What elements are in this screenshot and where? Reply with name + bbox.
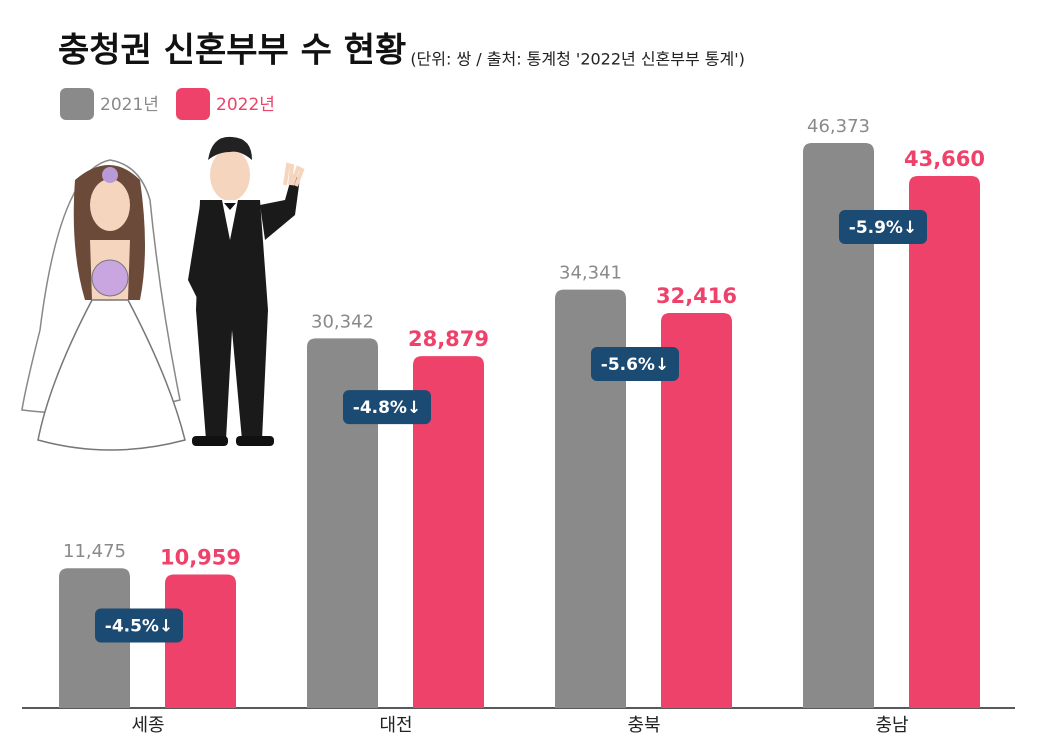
value-label: 30,342 xyxy=(311,311,374,332)
change-badge xyxy=(95,608,183,643)
bar xyxy=(909,176,980,708)
x-tick-label: 충북 xyxy=(627,715,660,736)
legend-label: 2022년 xyxy=(216,95,275,115)
bar xyxy=(307,338,378,708)
bar xyxy=(555,289,626,708)
value-label: 46,373 xyxy=(807,116,870,137)
legend-swatch xyxy=(60,88,94,120)
change-label: -4.8%↓ xyxy=(353,398,421,418)
change-badge xyxy=(839,210,927,245)
change-label: -5.9%↓ xyxy=(849,218,917,238)
value-label: 34,341 xyxy=(559,263,622,284)
change-badge xyxy=(343,390,431,425)
legend-label: 2021년 xyxy=(100,95,159,115)
x-tick-label: 충남 xyxy=(875,715,908,736)
x-tick-label: 대전 xyxy=(379,715,412,736)
x-tick-label: 세종 xyxy=(131,715,164,736)
bar xyxy=(165,574,236,708)
illustration xyxy=(21,136,305,451)
value-label: 28,879 xyxy=(408,327,489,351)
change-label: -4.5%↓ xyxy=(105,616,173,636)
bar xyxy=(661,313,732,708)
legend-swatch xyxy=(176,88,210,120)
value-label: 11,475 xyxy=(63,541,126,562)
change-badge xyxy=(591,347,679,382)
bar xyxy=(59,568,130,708)
chart-subtitle: (단위: 쌍 / 출처: 통계청 '2022년 신혼부부 통계') xyxy=(410,50,745,69)
value-label: 10,959 xyxy=(160,545,241,569)
bar xyxy=(803,143,874,708)
change-label: -5.6%↓ xyxy=(601,355,669,375)
bar xyxy=(413,356,484,708)
value-label: 43,660 xyxy=(904,147,985,171)
chart-title: 충청권 신혼부부 수 현황 xyxy=(58,31,406,71)
value-label: 32,416 xyxy=(656,284,737,308)
